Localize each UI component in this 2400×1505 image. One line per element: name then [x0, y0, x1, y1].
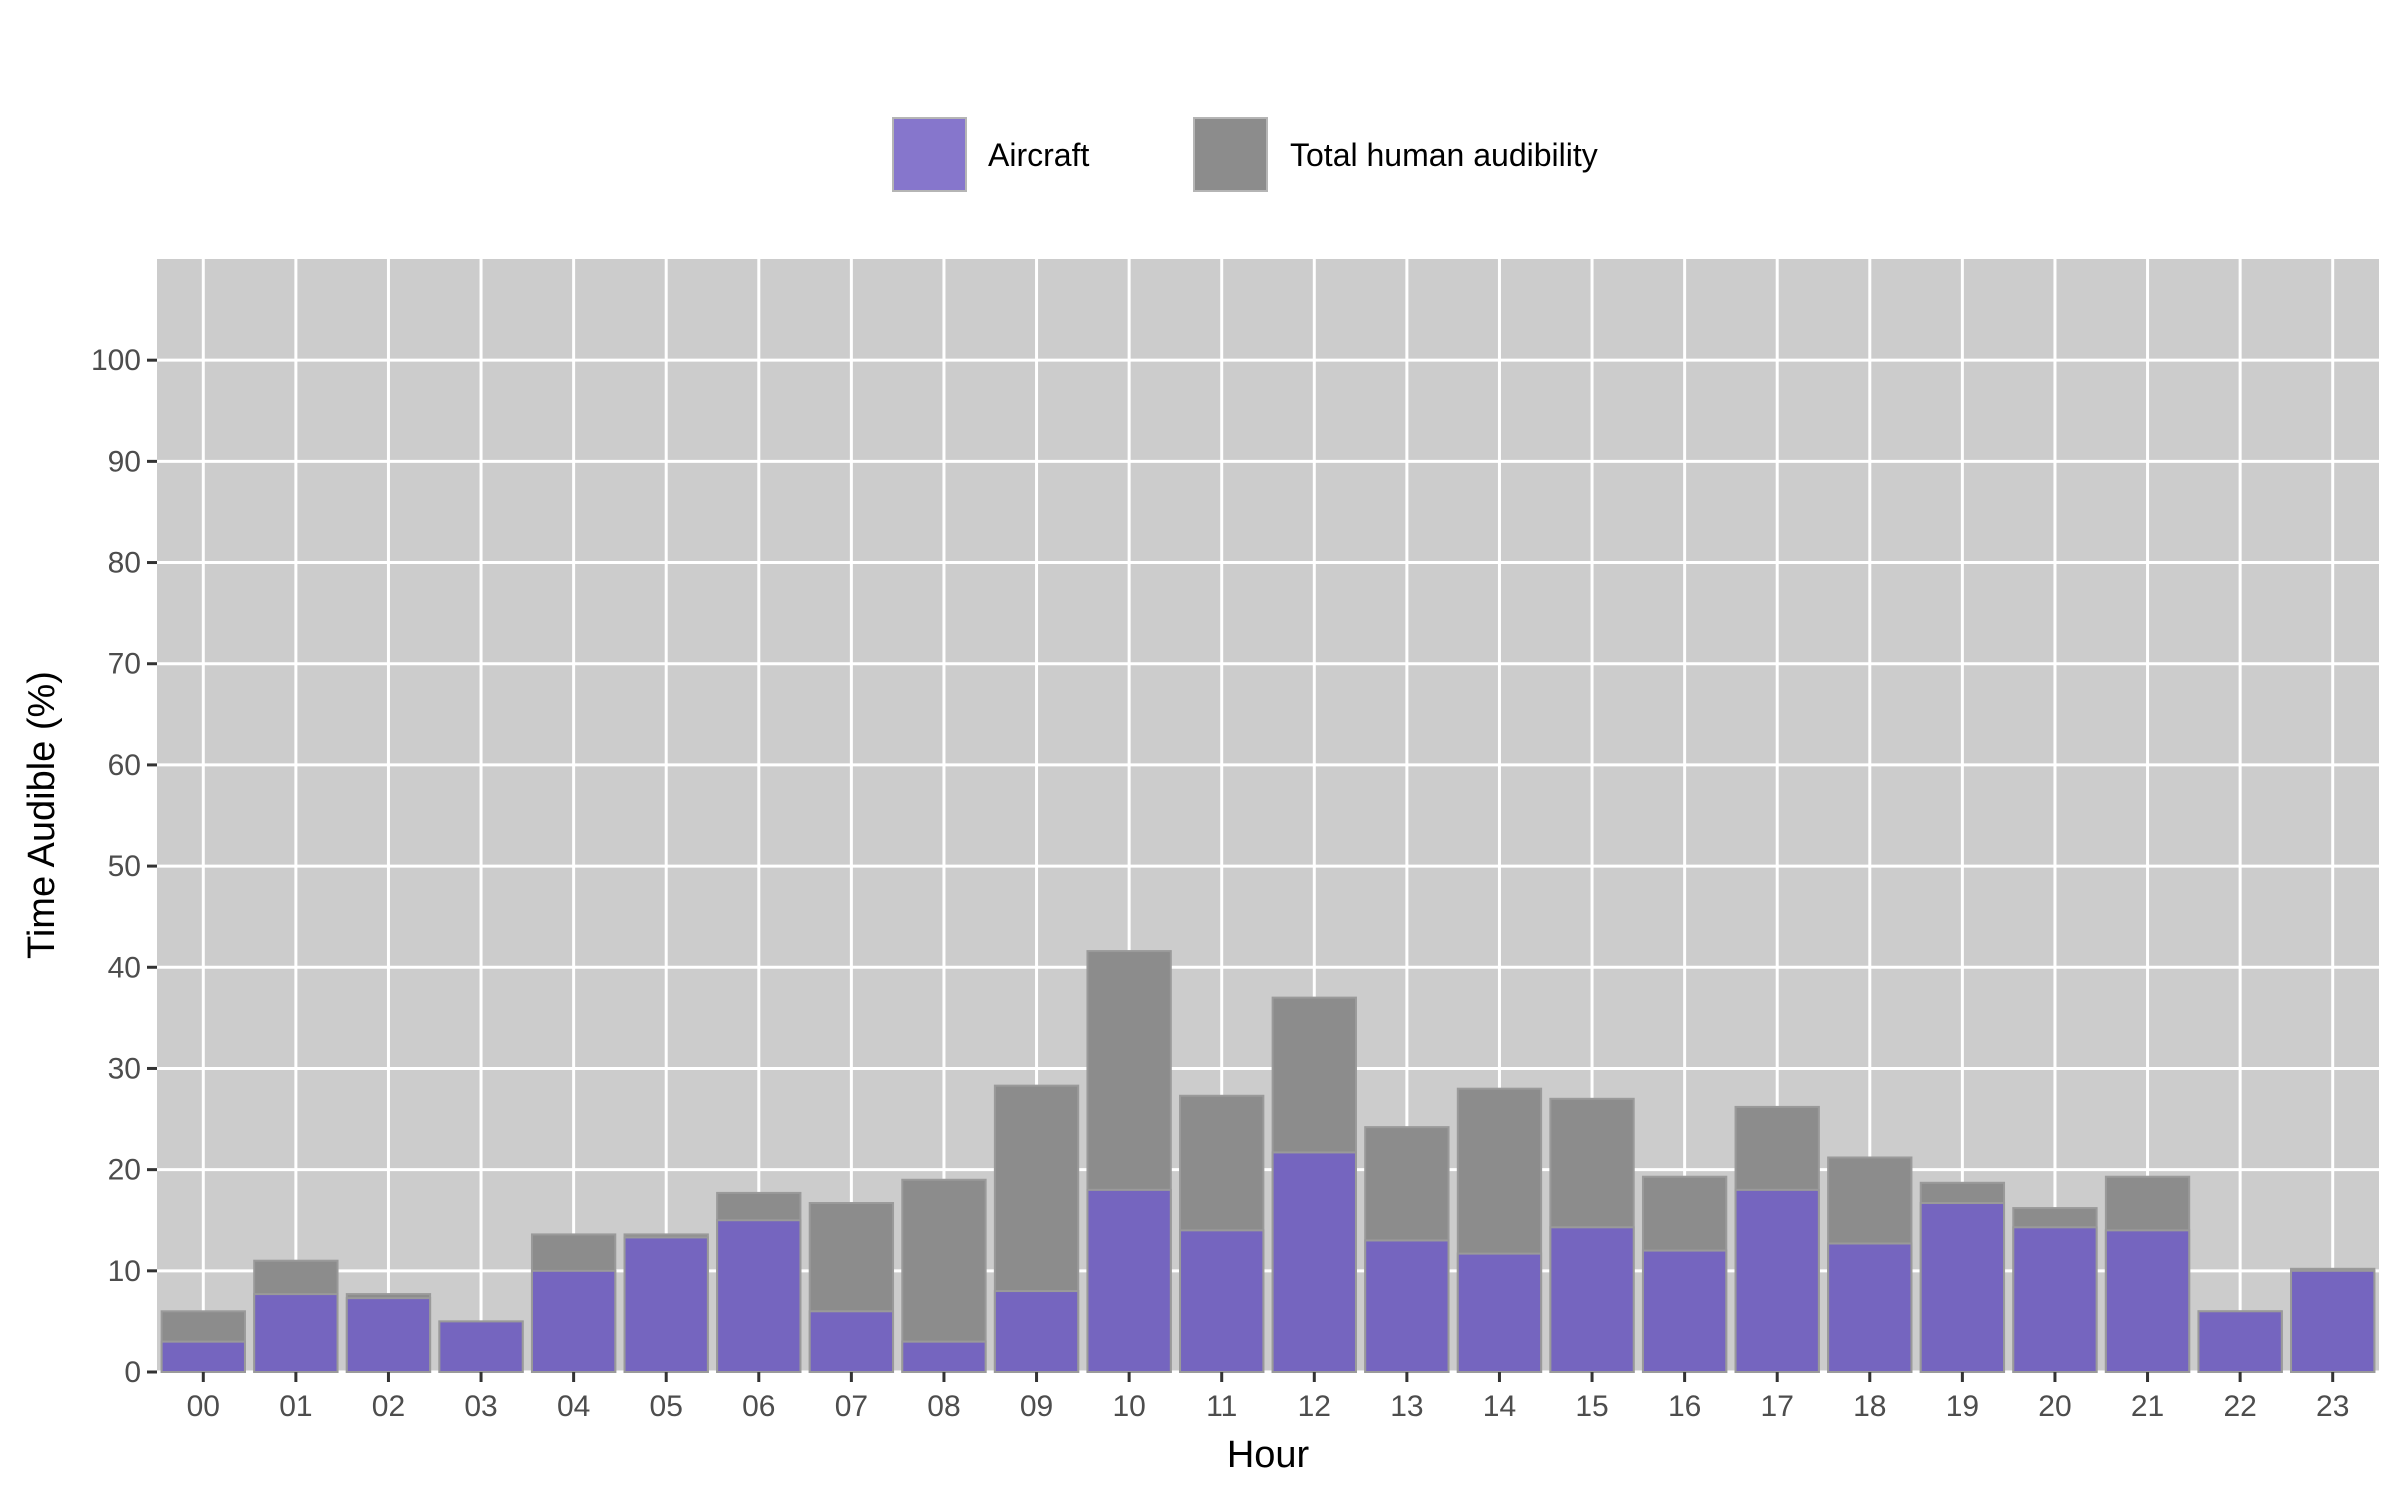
y-tick-label: 40 — [108, 951, 141, 984]
x-tick-label: 17 — [1761, 1390, 1794, 1423]
x-tick-label: 20 — [2038, 1390, 2071, 1423]
x-tick-label: 06 — [742, 1390, 775, 1423]
bar-aircraft-17 — [1734, 1188, 1820, 1373]
y-tick-label: 60 — [108, 749, 141, 782]
bar-aircraft-15 — [1549, 1226, 1635, 1374]
y-tick-label: 90 — [108, 445, 141, 478]
bar-aircraft-19 — [1919, 1202, 2006, 1373]
bar-aircraft-09 — [993, 1290, 1080, 1374]
x-tick-label: 21 — [2131, 1390, 2164, 1423]
bar-aircraft-21 — [2104, 1229, 2191, 1373]
legend-label-total: Total human audibility — [1290, 137, 1598, 173]
bar-aircraft-02 — [345, 1297, 432, 1374]
x-tick-label: 09 — [1020, 1390, 1053, 1423]
y-tick-label: 70 — [108, 648, 141, 681]
plot-panel — [157, 259, 2379, 1372]
bar-aircraft-00 — [160, 1340, 246, 1374]
x-tick-label: 04 — [557, 1390, 590, 1423]
bar-aircraft-13 — [1364, 1239, 1450, 1373]
legend-key-aircraft — [892, 117, 967, 192]
x-tick-label: 05 — [650, 1390, 683, 1423]
bar-aircraft-11 — [1179, 1229, 1265, 1373]
bar-aircraft-01 — [253, 1293, 339, 1373]
legend: Aircraft Total human audibility — [892, 117, 1598, 192]
bar-total-08 — [901, 1178, 987, 1373]
bar-aircraft-14 — [1456, 1252, 1543, 1374]
x-tick-label: 13 — [1390, 1390, 1423, 1423]
x-tick-label: 11 — [1206, 1390, 1237, 1423]
y-tick-label: 80 — [108, 547, 141, 580]
bar-aircraft-18 — [1827, 1242, 1913, 1374]
x-tick-label: 02 — [372, 1390, 405, 1423]
y-tick-label: 50 — [108, 850, 141, 883]
x-tick-label: 03 — [464, 1390, 497, 1423]
bar-aircraft-20 — [2012, 1226, 2098, 1374]
bar-aircraft-06 — [716, 1219, 802, 1374]
x-tick-label: 08 — [927, 1390, 960, 1423]
y-tick-label: 20 — [108, 1154, 141, 1187]
x-tick-label: 00 — [187, 1390, 220, 1423]
x-tick-label: 12 — [1298, 1390, 1331, 1423]
y-tick-label: 100 — [91, 344, 141, 377]
bar-aircraft-16 — [1641, 1249, 1728, 1373]
bar-aircraft-08 — [901, 1340, 987, 1374]
legend-label-aircraft: Aircraft — [988, 137, 1089, 173]
x-tick-label: 10 — [1112, 1390, 1145, 1423]
bar-aircraft-23 — [2290, 1269, 2376, 1374]
x-tick-label: 07 — [835, 1390, 868, 1423]
bar-aircraft-05 — [623, 1236, 709, 1374]
x-tick-label: 22 — [2223, 1390, 2256, 1423]
bar-aircraft-07 — [808, 1310, 895, 1373]
x-tick-label: 19 — [1946, 1390, 1979, 1423]
bar-aircraft-10 — [1086, 1188, 1172, 1373]
x-tick-label: 01 — [279, 1390, 312, 1423]
x-tick-label: 15 — [1575, 1390, 1608, 1423]
bar-aircraft-22 — [2197, 1310, 2283, 1373]
x-axis: 00 01 02 03 04 05 06 07 08 09 10 11 12 13 14 15 16 17 18 19… — [187, 1372, 2349, 1423]
y-tick-label: 30 — [108, 1052, 141, 1085]
y-tick-label: 0 — [124, 1356, 141, 1389]
x-tick-label: 14 — [1483, 1390, 1516, 1423]
x-tick-label: 23 — [2316, 1390, 2349, 1423]
bar-aircraft-12 — [1271, 1151, 1357, 1373]
x-axis-title: Hour — [1227, 1434, 1310, 1476]
x-tick-label: 16 — [1668, 1390, 1701, 1423]
x-tick-label: 18 — [1853, 1390, 1886, 1423]
y-axis: 0 10 20 30 40 50 60 70 80 90 100 — [91, 344, 157, 1389]
bar-aircraft-04 — [530, 1269, 617, 1374]
y-tick-label: 10 — [108, 1255, 141, 1288]
y-axis-title: Time Audible (%) — [21, 671, 63, 959]
bar-aircraft-03 — [438, 1320, 524, 1373]
legend-key-total — [1193, 117, 1268, 192]
